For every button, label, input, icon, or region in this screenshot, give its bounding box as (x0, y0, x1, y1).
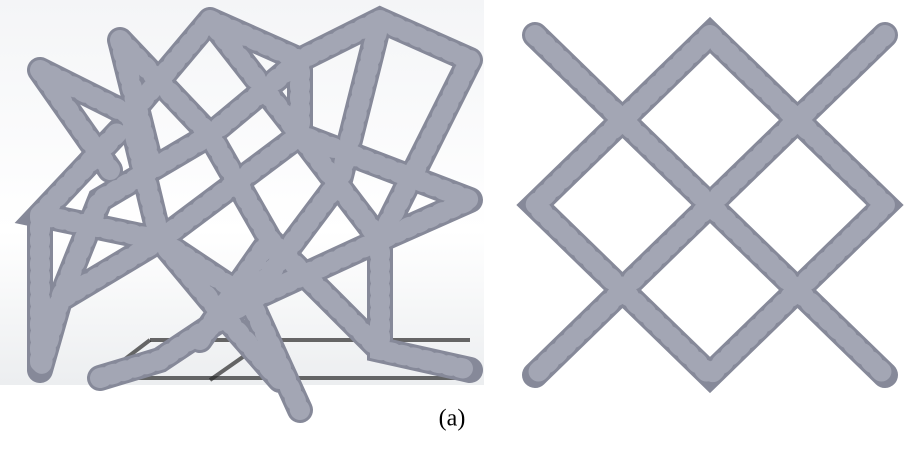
figure: (a) (0, 0, 904, 451)
caption: (a) (439, 406, 466, 432)
lattice-front-view (515, 0, 904, 390)
lattice-3d-view (0, 0, 484, 410)
